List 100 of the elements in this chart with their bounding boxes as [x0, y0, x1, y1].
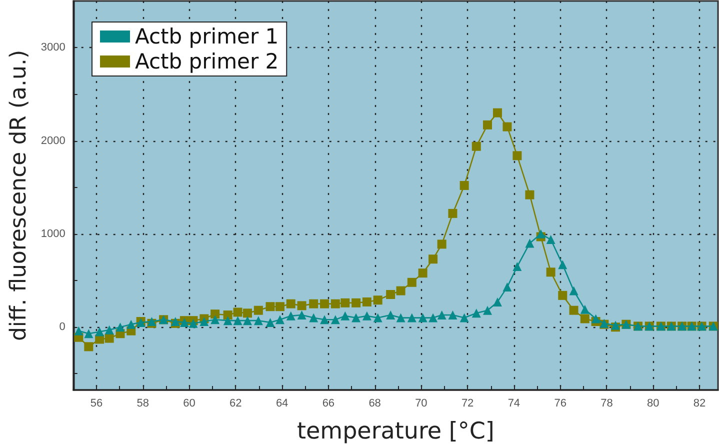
x-tick-label: 72	[461, 398, 474, 410]
point	[320, 315, 329, 324]
point	[396, 313, 406, 322]
point	[502, 282, 512, 292]
point	[502, 122, 512, 132]
point	[569, 306, 578, 315]
y-axis-title: diff. fluorescence dR (a.u.)	[6, 50, 32, 342]
point	[95, 327, 104, 336]
y-tick-label: 3000	[40, 42, 66, 54]
point	[340, 311, 350, 320]
point	[373, 296, 382, 305]
x-tick-label: 56	[90, 398, 103, 410]
point	[536, 229, 546, 238]
point	[580, 304, 590, 314]
point	[418, 268, 428, 278]
point	[418, 313, 428, 322]
point	[84, 329, 94, 338]
point	[472, 142, 481, 151]
point	[266, 318, 275, 327]
point	[483, 306, 492, 315]
point	[437, 310, 446, 320]
x-tick-label: 68	[368, 398, 381, 410]
point	[546, 268, 556, 277]
point	[448, 310, 458, 320]
y-tick-label: 0	[59, 321, 66, 334]
point	[320, 299, 329, 308]
point	[525, 190, 534, 200]
x-tick-label: 58	[136, 398, 150, 410]
point	[352, 298, 361, 308]
point	[330, 299, 340, 308]
point	[297, 301, 306, 310]
x-tick-label: 70	[415, 398, 428, 410]
point	[116, 322, 125, 332]
point	[460, 180, 469, 190]
point	[386, 290, 396, 299]
point	[352, 313, 361, 322]
point	[373, 313, 382, 322]
point	[362, 297, 372, 306]
point	[233, 308, 242, 317]
point	[188, 318, 198, 328]
y-tick-label: 1000	[40, 228, 66, 240]
point	[460, 313, 469, 322]
point	[330, 315, 340, 324]
point	[223, 310, 232, 320]
point	[362, 311, 372, 320]
point	[386, 310, 396, 320]
point	[569, 286, 578, 296]
point	[286, 311, 296, 320]
point	[223, 316, 232, 326]
x-tick-label: 60	[183, 398, 196, 410]
point	[275, 302, 284, 312]
point	[243, 316, 252, 326]
point	[297, 310, 306, 320]
point	[233, 316, 242, 326]
point	[104, 334, 114, 343]
point	[275, 315, 284, 324]
x-tick-label: 74	[508, 398, 520, 410]
point	[200, 317, 209, 326]
point	[340, 298, 350, 308]
x-tick-label: 82	[693, 398, 706, 410]
point	[74, 326, 84, 336]
point	[546, 235, 556, 244]
point	[126, 320, 136, 329]
point	[558, 260, 568, 270]
legend-label: Actb primer 1	[135, 24, 279, 48]
point	[512, 151, 522, 160]
point	[286, 299, 296, 308]
x-tick-label: 64	[276, 398, 288, 410]
point	[428, 313, 438, 322]
x-tick-label: 78	[600, 398, 613, 410]
point	[483, 120, 492, 130]
point	[448, 208, 458, 218]
point	[492, 297, 502, 306]
point	[309, 313, 318, 322]
point	[84, 342, 94, 352]
point	[254, 316, 263, 326]
legend-label: Actb primer 2	[135, 50, 279, 74]
point	[591, 314, 600, 324]
point	[210, 310, 220, 319]
point	[254, 306, 263, 315]
x-axis-title: temperature [°C]	[296, 418, 494, 444]
y-tick-label: 2000	[40, 134, 66, 147]
point	[472, 308, 481, 318]
point	[492, 108, 502, 118]
x-tick-label: 80	[646, 398, 660, 410]
point	[512, 262, 522, 272]
point	[580, 314, 590, 324]
point	[309, 299, 318, 308]
point	[525, 238, 534, 248]
point	[428, 254, 438, 264]
point	[407, 278, 416, 287]
point	[266, 302, 275, 312]
point	[210, 315, 220, 324]
point	[437, 240, 446, 249]
point	[243, 308, 252, 318]
point	[396, 286, 406, 296]
x-tick-label: 76	[554, 398, 566, 410]
point	[407, 313, 416, 322]
point	[558, 290, 568, 300]
point	[104, 325, 114, 334]
